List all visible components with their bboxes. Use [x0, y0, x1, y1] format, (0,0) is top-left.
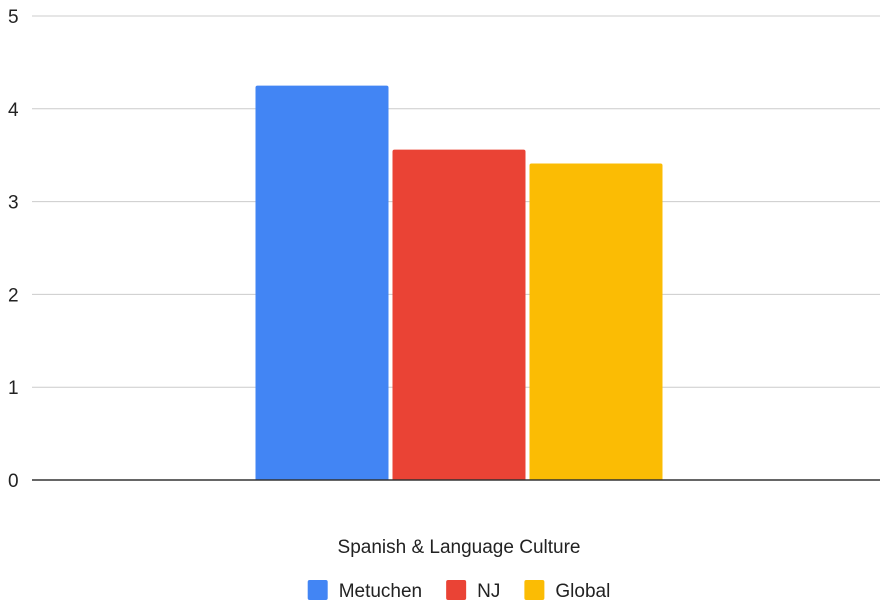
legend-swatch — [307, 580, 328, 600]
legend-label: Global — [555, 581, 610, 602]
y-tick-label: 1 — [8, 378, 19, 399]
y-tick-label: 4 — [8, 100, 19, 121]
y-tick-label: 0 — [8, 471, 19, 492]
legend-item-global: Global — [524, 580, 610, 602]
bars — [255, 85, 663, 480]
y-tick-label: 2 — [8, 285, 19, 306]
bar-global — [529, 163, 663, 480]
category-label: Spanish & Language Culture — [338, 537, 581, 558]
legend-swatch — [524, 580, 545, 600]
y-axis-ticks: 0 1 2 3 4 5 — [8, 7, 19, 492]
legend-label: NJ — [477, 581, 500, 602]
y-tick-label: 3 — [8, 193, 19, 214]
y-tick-label: 5 — [8, 7, 19, 28]
legend-item-metuchen: Metuchen — [307, 580, 422, 602]
bar-metuchen — [255, 85, 389, 480]
legend-swatch — [446, 580, 467, 600]
legend-label: Metuchen — [339, 581, 422, 602]
legend: Metuchen NJ Global — [307, 580, 610, 602]
legend-item-nj: NJ — [446, 580, 500, 602]
bar-nj — [392, 149, 526, 480]
